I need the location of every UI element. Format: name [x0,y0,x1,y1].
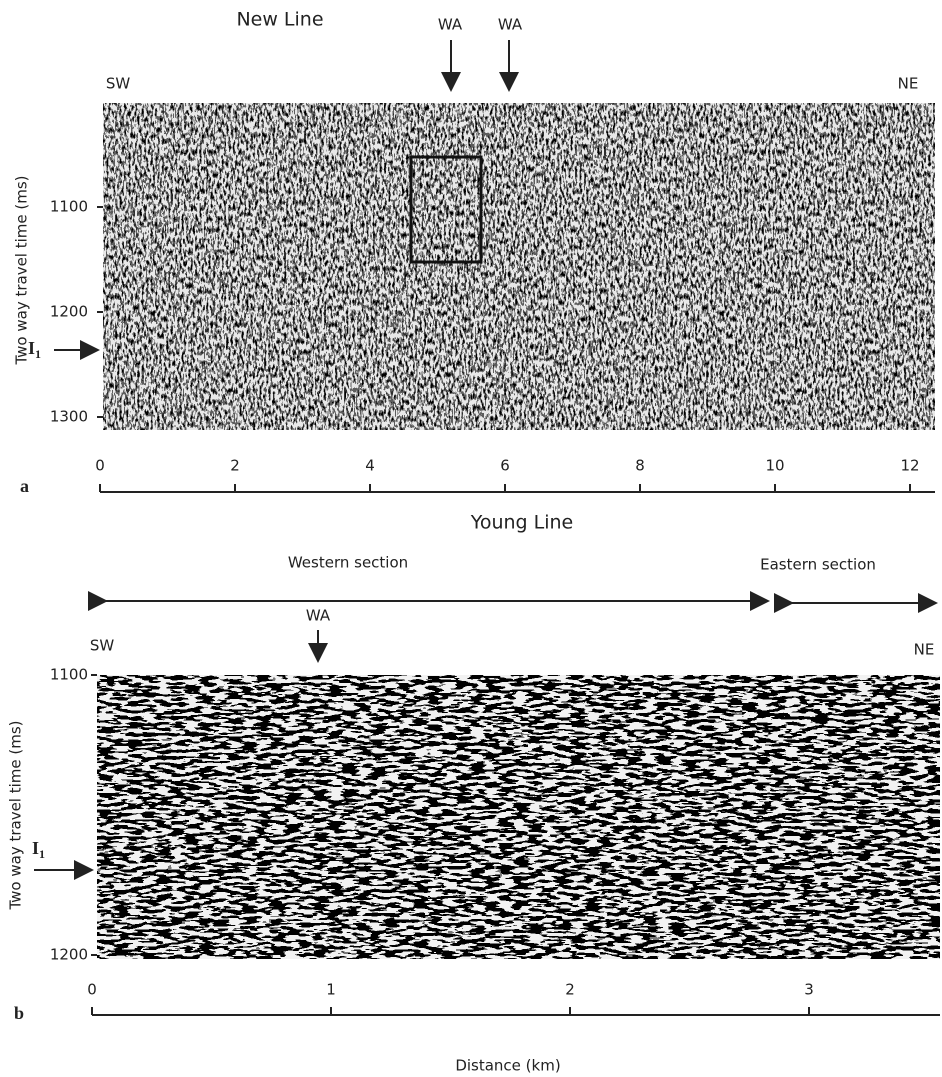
x-tick-label: 6 [500,457,510,475]
x-tick-label: 4 [365,457,375,475]
panel-label: b [14,1003,24,1023]
marker-label: WA [306,607,331,625]
section-label: Eastern section [760,556,876,574]
x-tick-label: 2 [230,457,240,475]
y-axis-label: Two way travel time (ms) [13,175,31,365]
horizon-label: I1 [32,838,45,861]
x-tick-label: 3 [804,981,814,999]
x-tick-label: 0 [87,981,97,999]
horizon-letter: I [32,838,39,858]
horizon-subscript: 1 [35,347,41,361]
direction-label: SW [106,75,131,93]
y-tick-label: 1100 [50,666,88,684]
x-tick-label: 0 [95,457,105,475]
highlight-box [409,155,483,264]
x-tick-label: 1 [326,981,336,999]
marker-label: WA [438,16,463,34]
x-tick-label: 8 [635,457,645,475]
panel-title: Young Line [470,512,574,534]
x-tick-label: 10 [765,457,784,475]
horizon-label: I1 [28,338,41,361]
panel-title: New Line [236,9,323,31]
direction-label: SW [90,637,115,655]
y-tick-label: 1100 [50,198,88,216]
y-tick-label: 1300 [50,408,88,426]
direction-label: NE [914,641,935,659]
horizon-subscript: 1 [39,847,45,861]
section-label: Western section [288,554,408,572]
horizon-letter: I [28,338,35,358]
seismic-section [103,103,935,430]
direction-label: NE [898,75,919,93]
y-tick-label: 1200 [50,946,88,964]
marker-label: WA [498,16,523,34]
seismic-section [97,675,940,959]
panel-label: a [20,476,29,496]
x-tick-label: 12 [900,457,919,475]
y-axis-label: Two way travel time (ms) [7,720,25,910]
x-tick-label: 2 [565,981,575,999]
y-tick-label: 1200 [50,303,88,321]
x-axis-label: Distance (km) [455,1057,560,1075]
